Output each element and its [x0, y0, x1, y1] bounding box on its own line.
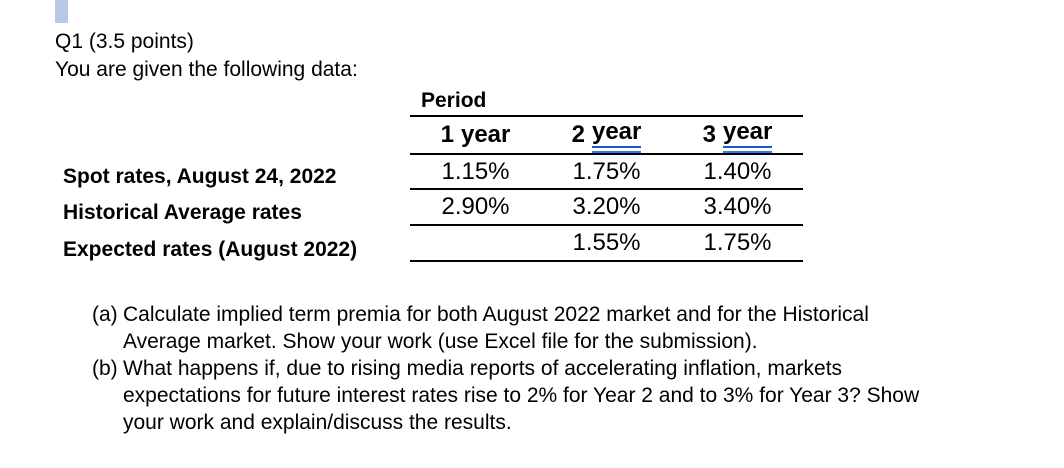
- table-cell-historical-2year: 3.20%: [572, 193, 641, 220]
- question-a-text: Calculate implied term premia for both A…: [123, 301, 869, 355]
- question-title: Q1 (3.5 points): [55, 30, 194, 53]
- table-cell-spot-2year: 1.75%: [572, 157, 641, 185]
- question-b-line-1: What happens if, due to rising media rep…: [123, 357, 843, 380]
- column-header-number: 2: [571, 121, 585, 148]
- table-cell-expected-3year: 1.75%: [703, 229, 772, 256]
- table-caption-period: Period: [421, 89, 487, 112]
- question-b-text: What happens if, due to rising media rep…: [123, 355, 919, 436]
- column-header-word-grammar-underlined: year: [722, 117, 773, 153]
- column-header-2-year: 2 year: [541, 117, 672, 153]
- question-b: (b) What happens if, due to rising media…: [92, 355, 919, 436]
- question-b-line-3: your work and explain/discuss the result…: [123, 411, 512, 434]
- table-row-label-spot-rates: Spot rates, August 24, 2022: [63, 165, 337, 188]
- table-cell-historical-1year: 2.90%: [441, 193, 510, 220]
- table-cell-spot-3year: 1.40%: [703, 157, 772, 185]
- table-row-expected-rates: 1.55% 1.75%: [410, 226, 803, 262]
- column-header-word-grammar-underlined: year: [591, 117, 642, 153]
- selection-highlight-artifact: [55, 0, 68, 23]
- table-cell-expected-2year: 1.55%: [572, 229, 641, 256]
- table-cell-expected-1year-empty: [410, 226, 541, 260]
- question-a: (a) Calculate implied term premia for bo…: [92, 301, 919, 355]
- question-b-marker: (b): [92, 357, 118, 380]
- question-a-marker: (a): [92, 303, 118, 326]
- table-cell-historical-3year: 3.40%: [703, 193, 772, 220]
- column-header-1-year: 1 year: [410, 117, 541, 153]
- column-header-word: year: [460, 121, 511, 148]
- question-list: (a) Calculate implied term premia for bo…: [92, 301, 919, 436]
- table-cell-spot-1year: 1.15%: [441, 157, 510, 185]
- question-a-line-2: Average market. Show your work (use Exce…: [123, 330, 758, 353]
- question-a-line-1: Calculate implied term premia for both A…: [123, 303, 869, 326]
- question-b-line-2: expectations for future interest rates r…: [123, 384, 920, 407]
- table-row-label-expected-rates: Expected rates (August 2022): [63, 238, 358, 261]
- table-row-spot-rates: 1.15% 1.75% 1.40%: [410, 155, 803, 190]
- table-row-historical-average: 2.90% 3.20% 3.40%: [410, 190, 803, 226]
- table-caption-row: Period: [410, 88, 803, 117]
- table-row-label-historical-average: Historical Average rates: [63, 201, 302, 224]
- rates-table: Period 1 year 2 year 3 year 1.15% 1.75% …: [410, 88, 803, 262]
- column-header-number: 3: [702, 121, 716, 148]
- column-header-number: 1: [440, 121, 454, 148]
- intro-text: You are given the following data:: [55, 58, 358, 81]
- table-header-row: 1 year 2 year 3 year: [410, 117, 803, 155]
- column-header-3-year: 3 year: [672, 117, 803, 153]
